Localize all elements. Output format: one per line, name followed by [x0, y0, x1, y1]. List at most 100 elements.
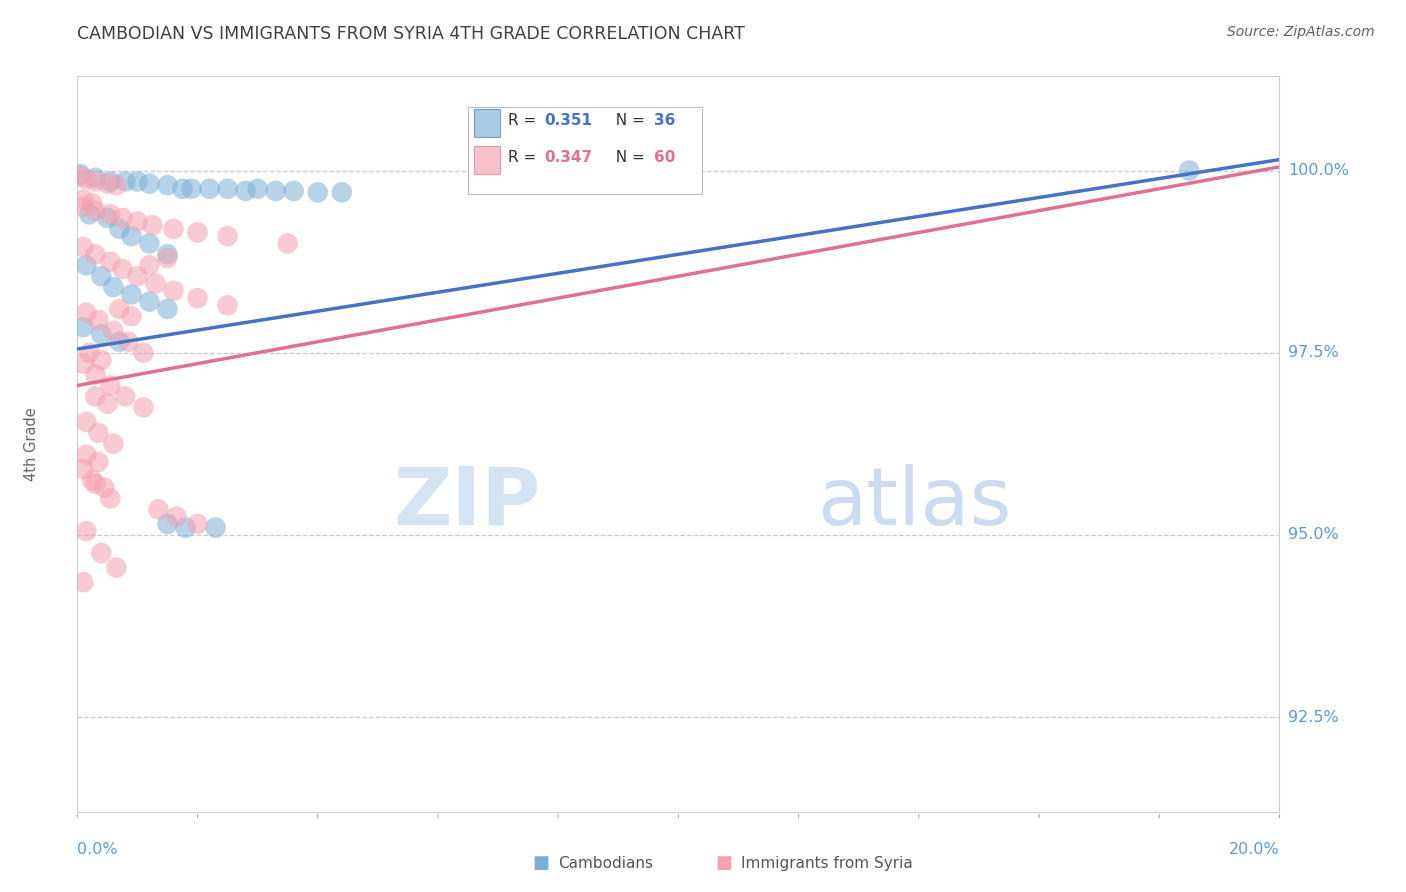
Point: [162, 222, 184, 236]
Point: [105, 178, 128, 193]
Text: 60: 60: [654, 150, 676, 165]
FancyBboxPatch shape: [474, 145, 501, 174]
Point: [217, 182, 239, 196]
Point: [307, 186, 329, 200]
Point: [72, 320, 94, 334]
Point: [69, 169, 91, 184]
Point: [186, 226, 209, 240]
Text: Source: ZipAtlas.com: Source: ZipAtlas.com: [1227, 25, 1375, 39]
Point: [96, 177, 118, 191]
Point: [84, 203, 107, 218]
Text: 100.0%: 100.0%: [1288, 163, 1348, 178]
Text: ■: ■: [716, 855, 733, 872]
Point: [75, 172, 97, 186]
Point: [69, 167, 91, 181]
Point: [145, 277, 167, 291]
Text: Immigrants from Syria: Immigrants from Syria: [741, 856, 912, 871]
Point: [111, 261, 134, 276]
Point: [84, 170, 107, 185]
Point: [72, 462, 94, 476]
Point: [90, 546, 112, 560]
Text: 36: 36: [654, 113, 676, 128]
Text: N =: N =: [606, 113, 650, 128]
Text: ZIP: ZIP: [392, 464, 540, 541]
Point: [198, 182, 221, 196]
Text: Cambodians: Cambodians: [558, 856, 654, 871]
Point: [330, 186, 353, 200]
Point: [75, 448, 97, 462]
Point: [87, 455, 110, 469]
Text: 0.347: 0.347: [544, 150, 592, 165]
Point: [75, 305, 97, 319]
Point: [127, 214, 149, 228]
Point: [277, 236, 299, 251]
Point: [72, 240, 94, 254]
Point: [162, 284, 184, 298]
Point: [75, 415, 97, 429]
Text: 0.351: 0.351: [544, 113, 592, 128]
Point: [93, 481, 115, 495]
Point: [138, 236, 160, 251]
Text: 97.5%: 97.5%: [1288, 345, 1339, 360]
Point: [172, 182, 194, 196]
Point: [100, 254, 122, 268]
Point: [283, 184, 305, 198]
Point: [90, 327, 112, 342]
Point: [156, 516, 179, 531]
Point: [180, 182, 202, 196]
Point: [84, 368, 107, 382]
Point: [141, 218, 163, 232]
Point: [132, 401, 155, 415]
Text: 95.0%: 95.0%: [1288, 527, 1339, 542]
Point: [120, 287, 142, 301]
Point: [100, 378, 122, 392]
Point: [111, 211, 134, 225]
Text: 20.0%: 20.0%: [1229, 842, 1279, 857]
Point: [103, 324, 125, 338]
Point: [84, 174, 107, 188]
Point: [138, 177, 160, 191]
Point: [87, 425, 110, 440]
Point: [84, 389, 107, 403]
Point: [114, 389, 136, 403]
Point: [156, 247, 179, 261]
Point: [79, 207, 101, 221]
Point: [217, 229, 239, 244]
Point: [186, 291, 209, 305]
Point: [84, 247, 107, 261]
Point: [87, 313, 110, 327]
Text: atlas: atlas: [817, 464, 1011, 541]
Point: [246, 182, 269, 196]
Point: [156, 178, 179, 193]
Point: [72, 357, 94, 371]
Point: [148, 502, 170, 516]
Point: [235, 184, 257, 198]
Point: [138, 258, 160, 272]
Text: 4th Grade: 4th Grade: [24, 407, 39, 481]
Point: [75, 524, 97, 539]
Point: [84, 476, 107, 491]
Point: [105, 560, 128, 574]
Point: [1178, 163, 1201, 178]
Point: [90, 269, 112, 284]
Point: [96, 211, 118, 225]
Text: N =: N =: [606, 150, 650, 165]
Point: [90, 353, 112, 368]
Point: [108, 222, 131, 236]
Point: [82, 473, 104, 487]
Point: [72, 193, 94, 207]
Point: [114, 174, 136, 188]
Point: [103, 436, 125, 450]
Point: [186, 516, 209, 531]
Point: [127, 174, 149, 188]
Point: [138, 294, 160, 309]
Text: ■: ■: [533, 855, 550, 872]
Point: [103, 280, 125, 294]
Text: CAMBODIAN VS IMMIGRANTS FROM SYRIA 4TH GRADE CORRELATION CHART: CAMBODIAN VS IMMIGRANTS FROM SYRIA 4TH G…: [77, 25, 745, 43]
Point: [217, 298, 239, 312]
Point: [108, 301, 131, 316]
Point: [156, 251, 179, 265]
Point: [72, 200, 94, 214]
Point: [120, 229, 142, 244]
Point: [120, 310, 142, 324]
